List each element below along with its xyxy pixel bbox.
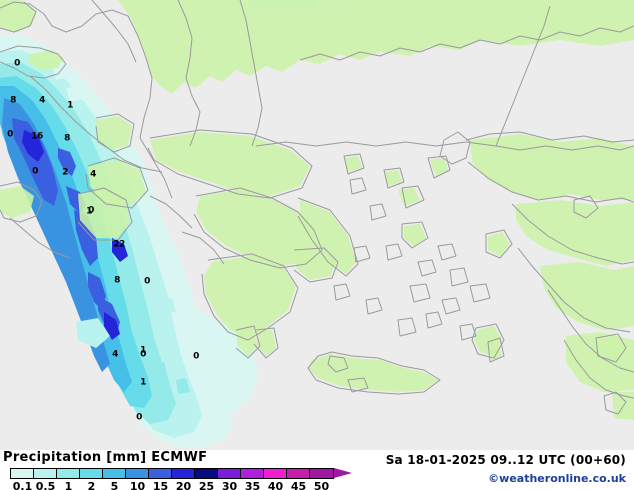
land-turkey-s <box>566 332 634 392</box>
precip-patch-f <box>176 378 190 394</box>
colorbar-tick-40: 40 <box>267 480 284 490</box>
colorbar-swatch-0.5 <box>34 469 57 478</box>
colorbar-tick-45: 45 <box>290 480 307 490</box>
colorbar-swatch-45 <box>287 469 310 478</box>
colorbar-swatch-0.1 <box>11 469 34 478</box>
precip-core-20 <box>22 130 44 162</box>
legend-footer: Precipitation [mm] ECMWF 0.1 0.5 1 2 5 10 15 20… <box>0 450 634 490</box>
colorbar-swatch-35 <box>241 469 264 478</box>
land-turkey-w <box>516 200 634 266</box>
colorbar-tick-labels: 0.1 0.5 1 2 5 10 15 20 25 30 35 40 45 50 <box>0 480 360 490</box>
colorbar-swatch-20 <box>172 469 195 478</box>
land-turkey-sw <box>540 262 634 330</box>
land-west-greece <box>78 190 130 238</box>
legend-title: Precipitation [mm] ECMWF <box>3 450 208 465</box>
precip-patch-h <box>76 318 110 348</box>
land-peloponnese <box>204 256 296 338</box>
copyright-label[interactable]: ©weatheronline.co.uk <box>488 472 626 485</box>
land-albania <box>96 116 132 150</box>
land-peloponnese-s2 <box>256 330 276 356</box>
land-italy-east <box>0 0 36 32</box>
colorbar-swatch-5 <box>103 469 126 478</box>
colorbar-tick-35: 35 <box>244 480 261 490</box>
colorbar-swatch-50 <box>310 469 333 478</box>
colorbar-tick-0.1: 0.1 <box>12 480 33 490</box>
colorbar-swatch-2 <box>80 469 103 478</box>
land-evia <box>300 200 356 274</box>
precip-patch-e <box>154 362 168 380</box>
land-italy-strip <box>28 50 64 70</box>
valid-time-label: Sa 18-01-2025 09..12 UTC (00+60) <box>385 453 626 467</box>
land-karpathos <box>488 340 502 360</box>
land-balkans <box>118 0 634 94</box>
colorbar-tick-0.5: 0.5 <box>35 480 56 490</box>
land-italy-heel <box>0 186 34 218</box>
land-attica <box>296 250 336 280</box>
land-greece-central <box>196 190 320 266</box>
land-aegean-i1 <box>404 224 426 246</box>
colorbar-swatch-10 <box>126 469 149 478</box>
colorbar-overflow-arrow <box>334 468 352 478</box>
colorbar-tick-25: 25 <box>198 480 215 490</box>
land-crete <box>308 354 438 392</box>
precipitation-map[interactable]: 0 8 4 1 16 8 0 0 2 4 0 1 22 8 0 4 0 0 1 1 0 <box>0 0 634 450</box>
land-turkey-nw <box>470 134 634 200</box>
colorbar-tick-2: 2 <box>87 480 96 490</box>
precip-field <box>0 0 352 448</box>
colorbar-tick-10: 10 <box>129 480 146 490</box>
precip-patch-d <box>160 298 176 314</box>
colorbar-tick-50: 50 <box>313 480 330 490</box>
colorbar-tick-5: 5 <box>110 480 119 490</box>
colorbar-swatch-30 <box>218 469 241 478</box>
precip-patch-c <box>66 86 90 102</box>
colorbar-swatch-1 <box>57 469 80 478</box>
colorbar-swatch-25 <box>195 469 218 478</box>
land-aegean-i3 <box>384 170 402 186</box>
land-aegean-i5 <box>398 188 420 206</box>
colorbar-tick-15: 15 <box>152 480 169 490</box>
colorbar-tick-30: 30 <box>221 480 238 490</box>
land-greece-north <box>150 132 310 196</box>
precip-core-20b <box>112 238 128 262</box>
colorbar-swatch-15 <box>149 469 172 478</box>
precip-core-15c <box>58 148 76 176</box>
colorbar-tick-1: 1 <box>64 480 73 490</box>
coastlines <box>0 0 634 415</box>
land-aegean-i4 <box>344 156 362 172</box>
land-peloponnese-s1 <box>236 328 258 356</box>
map-canvas <box>0 0 634 448</box>
land-dodecanese <box>488 232 510 256</box>
land-aegean-i2 <box>430 158 448 176</box>
colorbar-swatch-40 <box>264 469 287 478</box>
precipitation-colorbar[interactable] <box>10 468 334 479</box>
colorbar-tick-20: 20 <box>175 480 192 490</box>
